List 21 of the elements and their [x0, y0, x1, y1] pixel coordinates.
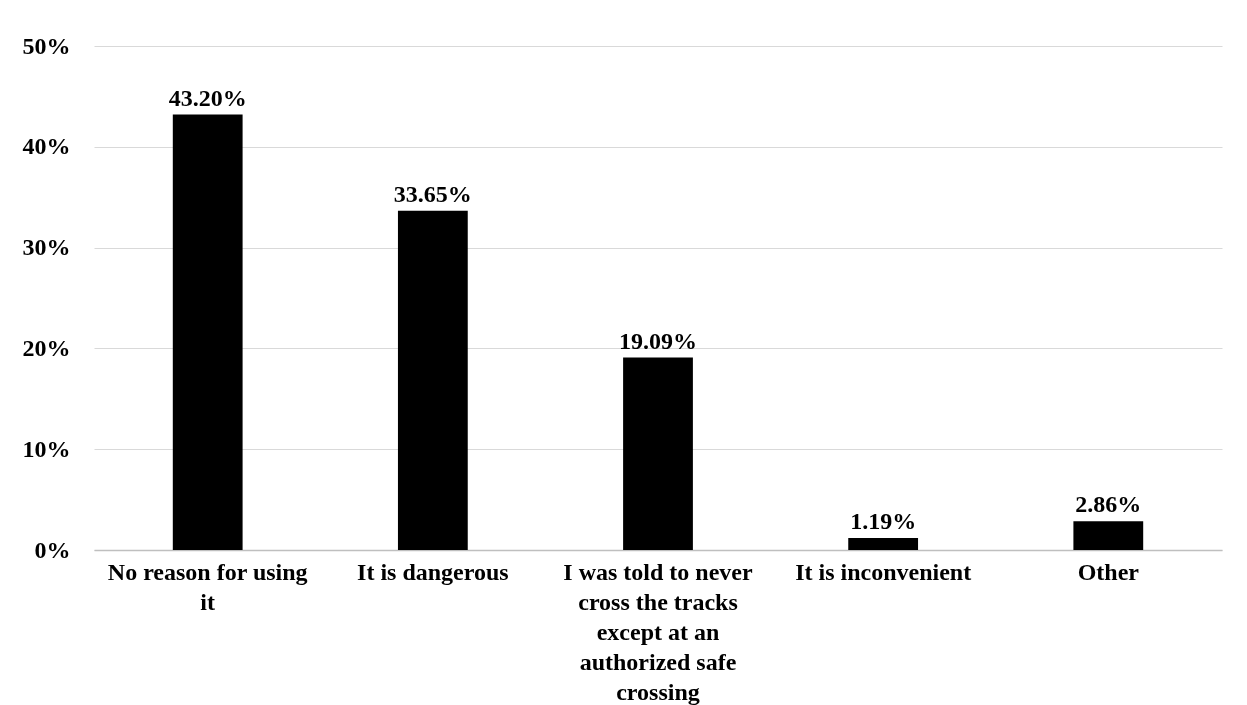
x-tick-label: No reason for using it	[107, 558, 308, 615]
data-label: 33.65%	[393, 180, 472, 207]
bar	[172, 114, 243, 550]
y-tick-label: 10%	[22, 435, 71, 462]
x-tick-label: Other	[1077, 558, 1140, 585]
data-label: 43.20%	[168, 84, 247, 111]
bar	[1073, 521, 1144, 550]
x-tick-label: It is inconvenient	[795, 558, 972, 585]
bar	[397, 210, 468, 550]
x-tick-label: It is dangerous	[357, 558, 509, 585]
bar	[623, 357, 693, 550]
y-tick-label: 20%	[22, 334, 71, 361]
y-tick-label: 30%	[22, 234, 71, 261]
data-label: 19.09%	[619, 327, 697, 354]
data-label: 1.19%	[850, 508, 917, 534]
bar	[848, 538, 919, 550]
y-tick-label: 40%	[22, 133, 71, 160]
data-label: 2.86%	[1075, 491, 1142, 518]
x-tick-label: I was told to never cross the tracks except at an authorized safe crossing	[563, 558, 753, 705]
y-tick-label: 50%	[22, 32, 71, 59]
y-tick-label: 0%	[34, 536, 71, 563]
